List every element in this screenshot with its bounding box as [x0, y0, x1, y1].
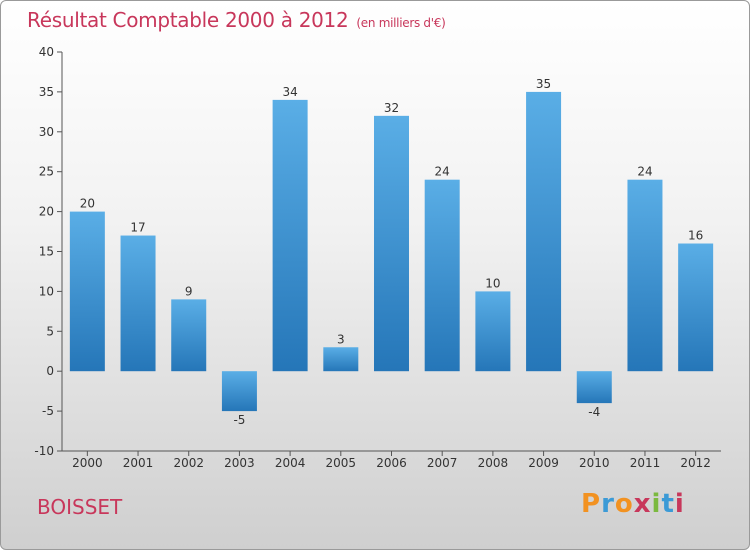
commune-name: BOISSET	[37, 495, 123, 519]
x-tick-label: 2002	[173, 456, 204, 470]
bar-value-label: 17	[130, 221, 145, 235]
x-tick-label: 2009	[528, 456, 559, 470]
bar-value-label: 35	[536, 77, 551, 91]
bar	[221, 371, 257, 412]
y-tick-label: 30	[39, 125, 54, 139]
bar-value-label: 34	[282, 85, 297, 99]
bar	[576, 371, 612, 404]
x-tick-label: 2011	[630, 456, 661, 470]
y-tick-label: -5	[42, 404, 54, 418]
logo-letter: o	[614, 489, 634, 519]
bar	[374, 115, 409, 372]
chart-unit: (en milliers d'€)	[356, 16, 446, 30]
x-tick-label: 2007	[427, 456, 458, 470]
bar-value-label: -5	[233, 413, 245, 427]
proxiti-logo: Proxiti	[581, 489, 685, 519]
bar-value-label: -4	[588, 405, 600, 419]
logo-letter: P	[581, 489, 602, 519]
x-tick-label: 2004	[275, 456, 306, 470]
bar	[272, 99, 308, 372]
chart-title-text: Résultat Comptable 2000 à 2012	[27, 8, 349, 32]
logo-letter: r	[601, 489, 615, 519]
y-tick-label: 5	[46, 324, 54, 338]
y-tick-label: 40	[39, 45, 54, 59]
y-tick-label: 0	[46, 364, 54, 378]
bar-value-label: 24	[435, 165, 450, 179]
bar	[475, 291, 511, 372]
bar-value-label: 24	[637, 165, 652, 179]
x-tick-label: 2001	[123, 456, 154, 470]
bar	[678, 243, 714, 372]
x-tick-label: 2005	[326, 456, 357, 470]
x-tick-label: 2012	[680, 456, 711, 470]
bar	[424, 179, 460, 372]
y-tick-label: 35	[39, 85, 54, 99]
logo-letter: i	[674, 489, 685, 519]
bar-value-label: 9	[185, 284, 193, 298]
logo-letter: t	[661, 489, 675, 519]
bar	[526, 91, 562, 372]
logo-letter: x	[633, 489, 652, 519]
bar	[171, 299, 207, 372]
bar-value-label: 3	[337, 332, 345, 346]
bar	[69, 211, 105, 372]
bar	[627, 179, 663, 372]
bar-value-label: 32	[384, 101, 399, 115]
y-tick-label: 15	[39, 245, 54, 259]
y-tick-label: 10	[39, 284, 54, 298]
y-tick-label: -10	[34, 444, 54, 458]
bar-value-label: 16	[688, 229, 703, 243]
x-tick-label: 2003	[224, 456, 255, 470]
x-tick-label: 2010	[579, 456, 610, 470]
logo-letter: i	[651, 489, 662, 519]
chart-title: Résultat Comptable 2000 à 2012 (en millie…	[27, 8, 446, 32]
x-tick-label: 2000	[72, 456, 103, 470]
bar	[120, 235, 156, 372]
y-tick-label: 25	[39, 165, 54, 179]
x-tick-label: 2006	[376, 456, 407, 470]
bar-value-label: 20	[80, 197, 95, 211]
y-tick-label: 20	[39, 205, 54, 219]
bar	[323, 347, 359, 372]
x-tick-label: 2008	[478, 456, 509, 470]
bar-value-label: 10	[485, 276, 500, 290]
